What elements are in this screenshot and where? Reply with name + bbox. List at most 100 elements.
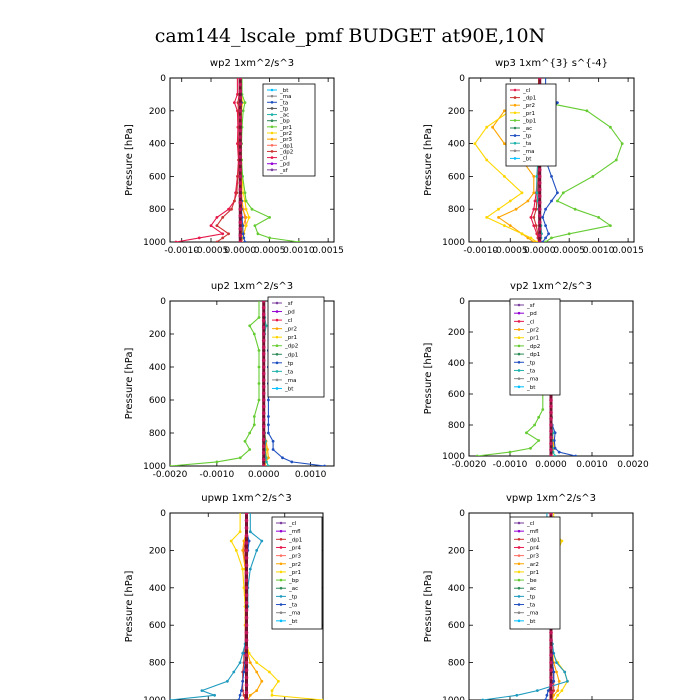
zero-line-marker xyxy=(537,187,542,192)
y-tick-label: 0 xyxy=(160,509,166,519)
data-point xyxy=(209,224,213,228)
legend-label: _tp xyxy=(288,594,298,600)
data-point xyxy=(473,142,477,146)
zero-line-marker xyxy=(537,240,542,242)
legend-label: _ta xyxy=(279,100,288,106)
legend-swatch-marker xyxy=(517,344,521,348)
data-point xyxy=(323,464,326,466)
zero-line-marker xyxy=(238,213,243,218)
zero-line-marker xyxy=(549,410,553,415)
data-point xyxy=(503,142,506,146)
panel-6: vpwp 1xm^2/s^302004006008001000-0.00060-… xyxy=(423,493,634,700)
data-point xyxy=(503,109,506,113)
y-axis-label: Pressure [hPa] xyxy=(124,348,135,420)
zero-line-marker xyxy=(549,441,553,446)
data-point xyxy=(244,199,248,203)
zero-line-marker xyxy=(238,233,243,238)
legend-label: _be xyxy=(526,578,537,584)
zero-line-marker xyxy=(244,593,249,598)
data-point xyxy=(170,464,172,466)
legend-label: _bt xyxy=(288,619,298,625)
zero-line-marker xyxy=(238,89,243,93)
data-point xyxy=(255,661,259,664)
data-point xyxy=(241,549,245,552)
legend-label: _pr3 xyxy=(288,554,302,560)
x-tick-label: 0.0020 xyxy=(617,460,649,470)
legend-label: _dp1 xyxy=(284,352,298,358)
data-point xyxy=(556,101,559,104)
legend-label: _pr4 xyxy=(288,545,302,551)
data-point xyxy=(532,191,536,195)
data-point xyxy=(255,689,259,692)
plot-frame xyxy=(468,77,635,243)
zero-line-marker xyxy=(537,181,542,185)
data-point xyxy=(508,224,512,228)
legend-swatch-marker xyxy=(517,595,521,598)
data-point xyxy=(233,199,236,203)
y-tick-label: 800 xyxy=(149,429,166,439)
legend-label: _ma xyxy=(526,611,538,617)
panel-3: up2 1xm^2/s^3 0 200 400 600 800 1000-0.0020 -0.… xyxy=(124,281,335,480)
data-point xyxy=(544,240,547,242)
legend-swatch-marker xyxy=(270,94,274,98)
data-point xyxy=(238,661,242,664)
legend-swatch-marker xyxy=(275,318,279,322)
legend-label: _ac xyxy=(288,586,298,592)
y-tick-label: 1000 xyxy=(143,238,166,248)
legend-swatch-marker xyxy=(275,370,279,373)
data-point xyxy=(597,216,600,219)
x-tick-label: 0.0010 xyxy=(283,246,315,256)
data-point xyxy=(267,423,270,427)
zero-line-marker xyxy=(261,325,266,330)
data-point xyxy=(552,689,556,692)
zero-line-marker xyxy=(238,161,243,166)
series-line-bp1 xyxy=(539,78,623,242)
y-tick-label: 800 xyxy=(448,421,465,431)
data-point xyxy=(243,240,247,242)
x-tick-label: -0.0005 xyxy=(493,246,528,256)
legend-swatch-marker xyxy=(279,578,283,582)
data-point xyxy=(238,693,242,697)
legend-swatch-marker xyxy=(513,111,517,115)
data-point xyxy=(242,670,246,674)
data-point xyxy=(230,207,233,211)
data-point xyxy=(533,423,536,427)
zero-line-marker xyxy=(244,608,249,613)
zero-line-marker xyxy=(261,431,266,435)
legend-label: _ma xyxy=(279,94,291,100)
legend-label: _pd xyxy=(284,310,295,316)
zero-line-marker xyxy=(537,78,542,80)
data-point xyxy=(244,207,248,211)
data-point xyxy=(247,539,251,543)
y-tick-label: 200 xyxy=(149,107,166,117)
legend-swatch-marker xyxy=(275,361,279,365)
data-point xyxy=(238,530,242,534)
legend-label: _dp1 xyxy=(526,537,540,543)
legend-swatch-marker xyxy=(270,137,274,141)
y-tick-label: 800 xyxy=(448,205,465,215)
legend-label: _bp1 xyxy=(522,118,536,124)
zero-line-marker xyxy=(238,115,243,120)
data-point xyxy=(545,693,549,697)
legend-swatch-marker xyxy=(513,88,517,92)
legend-label: _bt xyxy=(522,156,532,162)
legend-swatch-marker xyxy=(517,570,521,574)
zero-line-marker xyxy=(261,365,266,369)
series-line-pr2 xyxy=(240,78,250,242)
zero-line-marker xyxy=(549,404,553,409)
legend-label: _sf xyxy=(526,303,536,309)
zero-line-marker xyxy=(244,668,249,672)
data-point xyxy=(232,670,236,674)
y-tick-label: 0 xyxy=(459,297,465,307)
data-point xyxy=(529,236,533,240)
zero-line-marker xyxy=(238,128,243,133)
data-point xyxy=(497,216,500,219)
legend-label: _tp xyxy=(284,361,294,367)
x-tick-label: 0.0000 xyxy=(524,246,556,256)
zero-line-marker xyxy=(238,82,243,87)
data-point xyxy=(252,423,256,427)
legend-label: _dp2 xyxy=(279,149,293,155)
data-point xyxy=(221,216,225,219)
data-point xyxy=(248,431,252,435)
zero-line-marker xyxy=(238,154,243,159)
